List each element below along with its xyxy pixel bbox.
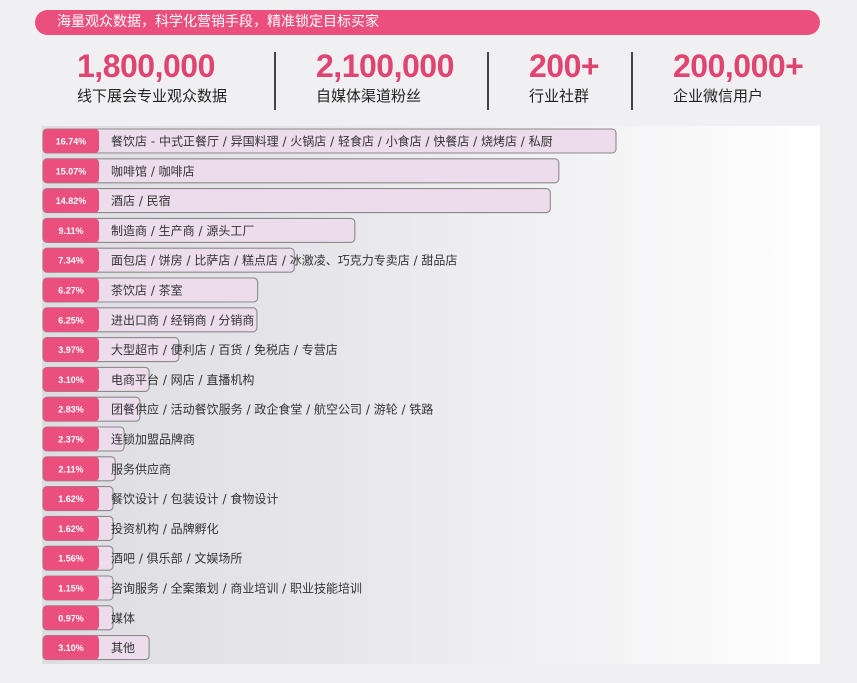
data-label: 3.10%: [58, 643, 84, 653]
category-label: 咖啡馆 / 咖啡店: [111, 163, 195, 178]
data-label: 2.11%: [58, 464, 83, 474]
stat-offline-visitors: 1,800,000 线下展会专业观众数据: [77, 48, 227, 118]
percent-badge: [43, 218, 99, 243]
category-label: 制造商 / 生产商 / 源头工厂: [111, 223, 254, 238]
stat-media-fans: 2,100,000 自媒体渠道粉丝: [316, 48, 454, 118]
stat-communities: 200+ 行业社群: [529, 48, 600, 118]
percent-badge: [43, 129, 99, 153]
stat-value: 2,100,000: [316, 48, 454, 84]
data-label: 16.74%: [56, 137, 87, 147]
percent-badge: [43, 278, 99, 302]
percent-badge: [43, 516, 99, 541]
category-label: 餐饮店 - 中式正餐厅 / 异国料理 / 火锅店 / 轻食店 / 小食店 / 快…: [111, 134, 553, 149]
category-label: 媒体: [111, 611, 135, 625]
category-label: 团餐供应 / 活动餐饮服务 / 政企食堂 / 航空公司 / 游轮 / 铁路: [111, 402, 433, 417]
data-label: 0.97%: [58, 613, 84, 623]
banner: 海量观众数据，科学化营销手段，精准锁定目标买家: [35, 10, 820, 35]
category-label: 餐饮设计 / 包装设计 / 食物设计: [111, 491, 278, 506]
stat-divider: [274, 52, 276, 110]
stat-label: 自媒体渠道粉丝: [316, 87, 422, 105]
percent-badge: [43, 397, 99, 422]
data-label: 1.15%: [58, 584, 84, 594]
percent-badge: [43, 337, 99, 362]
percent-badge: [43, 188, 99, 213]
category-label: 进出口商 / 经销商 / 分销商: [111, 312, 254, 327]
category-label: 酒吧 / 俱乐部 / 文娱场所: [111, 551, 242, 566]
category-label: 电商平台 / 网店 / 直播机构: [111, 372, 254, 387]
data-label: 3.97%: [58, 345, 84, 355]
chart-panel: [42, 126, 820, 664]
data-label: 1.56%: [58, 554, 84, 564]
category-label: 投资机构 / 品牌孵化: [111, 521, 219, 536]
data-label: 3.10%: [58, 375, 84, 385]
data-label: 2.83%: [58, 405, 84, 415]
data-label: 1.62%: [58, 494, 84, 504]
percent-badge: [43, 486, 99, 511]
percent-badge: [43, 576, 99, 600]
stat-divider: [631, 52, 633, 110]
percent-badge: [43, 546, 99, 571]
data-label: 2.37%: [58, 435, 84, 445]
category-label: 大型超市 / 便利店 / 百货 / 免税店 / 专营店: [111, 342, 338, 357]
percent-badge: [43, 367, 99, 392]
stat-value: 200,000+: [673, 48, 804, 84]
category-label: 酒店 / 民宿: [111, 193, 171, 208]
category-label: 茶饮店 / 茶室: [111, 283, 183, 298]
stat-wecom-users: 200,000+ 企业微信用户: [673, 48, 804, 118]
percent-badge: [43, 605, 99, 630]
category-label: 服务供应商: [111, 461, 171, 476]
category-label: 其他: [111, 641, 135, 655]
percent-badge: [43, 635, 99, 660]
stat-label: 行业社群: [529, 87, 590, 105]
data-label: 15.07%: [56, 166, 87, 176]
category-label: 咨询服务 / 全案策划 / 商业培训 / 职业技能培训: [111, 581, 362, 596]
data-label: 14.82%: [56, 196, 87, 206]
percent-badge: [43, 248, 99, 273]
stat-value: 1,800,000: [77, 48, 215, 84]
percent-badge: [43, 456, 99, 481]
stat-divider: [487, 52, 489, 110]
stat-label: 线下展会专业观众数据: [77, 87, 228, 105]
percent-badge: [43, 427, 99, 451]
percent-badge: [43, 158, 99, 183]
data-label: 7.34%: [58, 256, 84, 266]
data-label: 6.25%: [58, 315, 84, 325]
data-label: 1.62%: [58, 524, 84, 534]
stat-value: 200+: [529, 48, 600, 84]
category-label: 面包店 / 饼房 / 比萨店 / 糕点店 / 冰激凌、巧克力专卖店 / 甜品店: [111, 253, 457, 268]
category-label: 连锁加盟品牌商: [111, 432, 195, 447]
data-label: 6.27%: [58, 286, 84, 296]
data-label: 9.11%: [58, 226, 83, 236]
percent-badge: [43, 307, 99, 332]
stat-label: 企业微信用户: [673, 87, 764, 105]
